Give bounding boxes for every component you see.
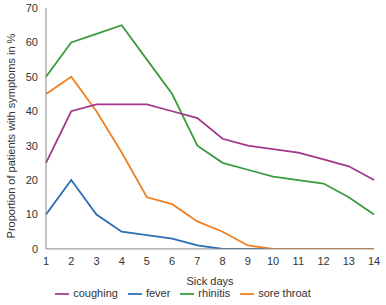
svg-text:5: 5 <box>144 255 150 267</box>
html-text:fever: fever <box>145 286 171 299</box>
svg-text:30: 30 <box>26 140 38 152</box>
svg-text:13: 13 <box>343 255 355 267</box>
html-text:sore throat: sore throat <box>258 286 311 299</box>
svg-text:1: 1 <box>43 255 49 267</box>
svg-text:Sick days: Sick days <box>186 275 234 287</box>
svg-text:11: 11 <box>293 255 304 267</box>
svg-text:6: 6 <box>169 255 175 267</box>
html-text:coughing: coughing <box>73 286 118 299</box>
svg-text:7: 7 <box>194 255 200 267</box>
svg-text:50: 50 <box>26 71 38 83</box>
svg-text:40: 40 <box>26 105 38 117</box>
svg-text:10: 10 <box>26 208 38 220</box>
svg-text:3: 3 <box>93 255 99 267</box>
svg-text:12: 12 <box>317 255 329 267</box>
html-text:rhinitis: rhinitis <box>198 286 231 299</box>
svg-text:9: 9 <box>245 255 251 267</box>
svg-text:Proportion of patients with sy: Proportion of patients with symptoms in … <box>8 33 17 238</box>
svg-text:20: 20 <box>26 174 38 186</box>
svg-text:60: 60 <box>26 36 38 48</box>
svg-text:10: 10 <box>267 255 279 267</box>
svg-text:14: 14 <box>368 255 378 267</box>
svg-text:8: 8 <box>220 255 226 267</box>
svg-text:4: 4 <box>119 255 125 267</box>
svg-text:2: 2 <box>68 255 74 267</box>
svg-text:0: 0 <box>32 243 38 255</box>
svg-text:70: 70 <box>26 2 38 14</box>
